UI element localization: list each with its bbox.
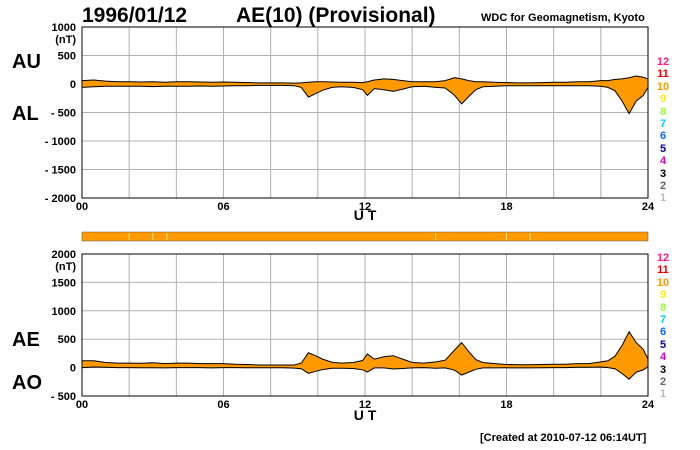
y-tick-label: 500 bbox=[58, 51, 76, 63]
legend-item: 10 bbox=[656, 80, 670, 93]
legend-item: 7 bbox=[659, 313, 667, 326]
y-tick-label: - 2000 bbox=[45, 193, 76, 205]
x-tick-label: 06 bbox=[217, 399, 229, 411]
legend-item: 9 bbox=[659, 93, 667, 106]
plot-date: 1996/01/12 bbox=[82, 4, 188, 27]
x-tick-label: 06 bbox=[217, 201, 229, 213]
x-tick-label: 18 bbox=[500, 399, 512, 411]
plot-panel-ae-ao bbox=[81, 253, 649, 397]
plot-frame bbox=[81, 253, 649, 397]
station-status-bar bbox=[81, 231, 649, 242]
series-line-ae bbox=[82, 330, 649, 366]
legend-item: 8 bbox=[659, 301, 667, 314]
legend-item: 3 bbox=[659, 363, 667, 376]
legend-item: 3 bbox=[659, 167, 667, 180]
legend-item: 11 bbox=[657, 68, 669, 81]
y-unit-label: (nT) bbox=[55, 34, 76, 46]
x-tick-label: 24 bbox=[642, 399, 655, 411]
legend-item: 6 bbox=[659, 130, 667, 143]
plot-panel-au-al bbox=[81, 26, 649, 199]
ao-label: AO bbox=[12, 372, 42, 394]
y-tick-label: - 1000 bbox=[45, 136, 76, 148]
y-tick-label: - 1500 bbox=[45, 165, 76, 177]
x-axis-label: U T bbox=[354, 407, 377, 423]
y-unit-label: (nT) bbox=[55, 261, 76, 273]
legend-item: 9 bbox=[659, 289, 667, 302]
station-legend-bottom: 12 11 10 9 8 7 6 5 4 3 2 1 bbox=[650, 252, 676, 401]
series-line-au bbox=[81, 75, 649, 84]
legend-item: 4 bbox=[659, 351, 667, 364]
legend-item: 12 bbox=[656, 56, 670, 68]
y-tick-label: 0 bbox=[70, 79, 76, 91]
y-tick-label: - 500 bbox=[51, 108, 76, 120]
series-line-ao bbox=[81, 366, 649, 380]
series-line-al bbox=[81, 84, 649, 115]
x-tick-label: 12 bbox=[359, 399, 371, 411]
y-tick-label: 0 bbox=[70, 363, 76, 375]
legend-item: 1 bbox=[659, 192, 667, 205]
legend-item: 11 bbox=[657, 264, 669, 277]
x-tick-label: 00 bbox=[76, 201, 88, 213]
data-source: WDC for Geomagnetism, Kyoto bbox=[481, 12, 645, 24]
ae-label: AE bbox=[12, 329, 40, 351]
y-tick-label: 1000 bbox=[52, 22, 76, 34]
au-label: AU bbox=[12, 51, 41, 73]
y-tick-label: 500 bbox=[58, 334, 76, 346]
index-title: AE(10) (Provisional) bbox=[236, 4, 436, 27]
legend-item: 6 bbox=[659, 326, 667, 339]
x-tick-label: 18 bbox=[500, 201, 512, 213]
legend-item: 12 bbox=[656, 252, 670, 264]
x-tick-label: 24 bbox=[642, 201, 655, 213]
plot-frame bbox=[81, 26, 649, 199]
y-tick-label: - 500 bbox=[51, 391, 76, 403]
x-tick-label: 12 bbox=[359, 201, 371, 213]
x-axis-label: U T bbox=[354, 207, 377, 223]
al-label: AL bbox=[12, 103, 39, 125]
legend-item: 2 bbox=[659, 179, 667, 192]
y-tick-label: 1000 bbox=[52, 306, 76, 318]
station-legend-top: 12 11 10 9 8 7 6 5 4 3 2 1 bbox=[650, 56, 676, 205]
legend-item: 10 bbox=[656, 276, 670, 289]
legend-item: 1 bbox=[659, 388, 667, 401]
x-tick-label: 00 bbox=[76, 399, 88, 411]
legend-item: 2 bbox=[659, 375, 667, 388]
legend-item: 8 bbox=[659, 105, 667, 118]
legend-item: 7 bbox=[659, 117, 667, 130]
created-timestamp: [Created at 2010-07-12 06:14UT] bbox=[480, 432, 647, 444]
legend-item: 5 bbox=[659, 338, 667, 351]
y-tick-label: 2000 bbox=[52, 249, 76, 261]
legend-item: 5 bbox=[659, 142, 667, 155]
y-tick-label: 1500 bbox=[52, 277, 76, 289]
legend-item: 4 bbox=[659, 155, 667, 168]
